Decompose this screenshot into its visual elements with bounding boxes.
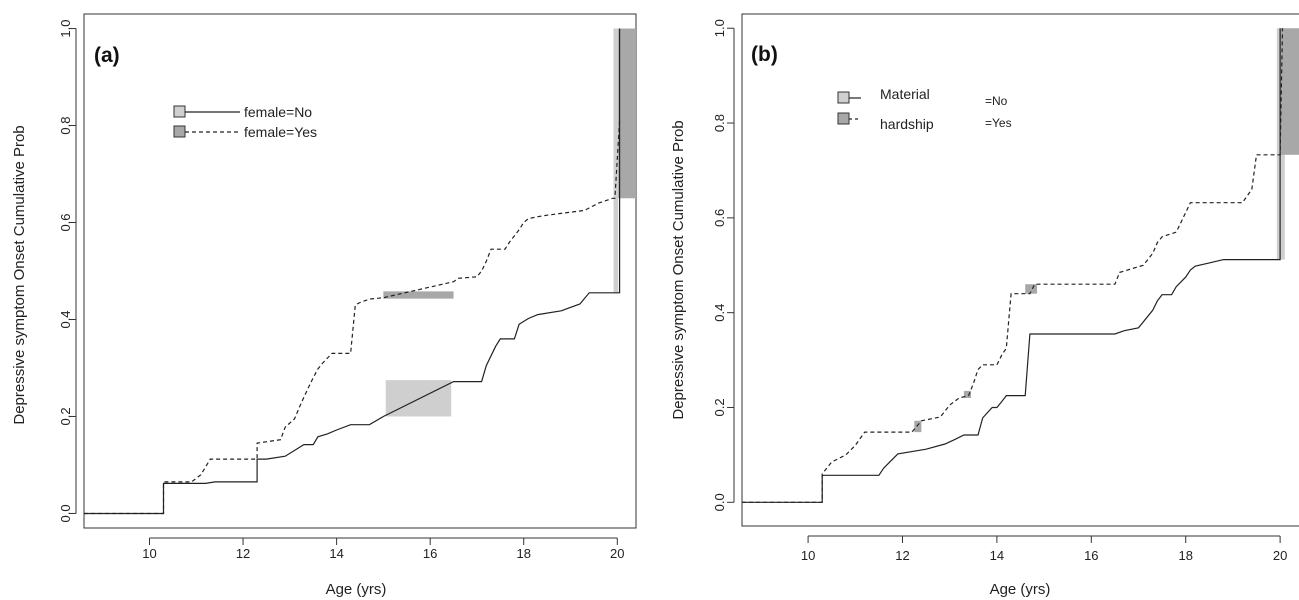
panel-a-y-tick-label: 0.4: [58, 310, 73, 328]
legend-swatch-female-yes: [173, 125, 186, 138]
panel-b-y-tick-label: 0.0: [712, 493, 727, 511]
panel-a-y-axis: 0.0 0.2 0.4 0.6 0.8 1.0: [58, 20, 77, 522]
panel-b-y-tick-label: 0.4: [712, 304, 727, 322]
panel-a-y-tick-label: 0.0: [58, 504, 73, 522]
panel-a-x-tick-label: 10: [142, 546, 156, 561]
panel-a-series-line-no: [84, 28, 621, 515]
panel-b-x-axis-title: Age (yrs): [990, 581, 1051, 598]
panel-b-x-tick-label: 10: [801, 548, 815, 563]
panel-b-x-tick-label: 18: [1178, 548, 1192, 563]
panel-b-ci-band-3: [914, 420, 922, 433]
panel-b-plot-frame: [741, 13, 1299, 527]
panel-b-series-line-no: [742, 28, 1281, 503]
panel-b-legend: Material hardship =No =Yes: [837, 86, 1012, 132]
panel-b-ci-band-4: [963, 390, 971, 398]
panel-a-chart: 10 12 14 16 18 20 0.0 0.2 0.4 0.6 0.8 1.0 (a) Age …: [11, 13, 637, 598]
legend-swatch-hardship-no: [837, 91, 850, 104]
panel-b-series-lines: [742, 28, 1284, 503]
panel-a-y-tick-label: 0.6: [58, 213, 73, 231]
panel-a-plot-frame: [83, 13, 637, 529]
panel-b-ci-band-2: [1025, 284, 1038, 294]
panel-b-y-tick-label: 0.8: [712, 114, 727, 132]
panel-b-x-axis: 10 12 14 16 18 20: [801, 535, 1287, 563]
panel-a-label: (a): [94, 44, 120, 67]
panel-b-chart: 10 12 14 16 18 20 0.0 0.2 0.4 0.6 0.8 1.0 (b) Age …: [670, 13, 1299, 598]
panel-b-label: (b): [751, 43, 778, 66]
panel-b-series-line-yes: [742, 28, 1284, 503]
panel-a-x-axis: 10 12 14 16 18 20: [142, 537, 625, 561]
legend-label-hardship-no: =No: [985, 94, 1008, 108]
legend-swatch-hardship-yes: [837, 112, 850, 125]
panel-b-x-tick-label: 16: [1084, 548, 1098, 563]
panel-a-y-tick-label: 0.2: [58, 407, 73, 425]
panel-a-y-axis-title: Depressive symptom Onset Cumulative Prob: [11, 125, 28, 424]
panel-a-x-tick-label: 16: [423, 546, 437, 561]
panel-a-x-tick-label: 20: [610, 546, 624, 561]
panel-b-y-tick-label: 1.0: [712, 19, 727, 37]
legend-title-line-2: hardship: [880, 116, 934, 132]
legend-label-hardship-yes: =Yes: [985, 116, 1012, 130]
panel-a-series-line-yes: [84, 120, 621, 515]
panel-a-y-tick-label: 0.8: [58, 116, 73, 134]
panel-a-confidence-bands: [383, 28, 636, 417]
panel-b-x-tick-label: 14: [990, 548, 1004, 563]
legend-label-female-no: female=No: [244, 104, 312, 120]
panel-a-ci-band-3: [613, 28, 619, 293]
panel-a-x-tick-label: 14: [329, 546, 343, 561]
panel-b-y-axis-title: Depressive symptom Onset Cumulative Prob: [670, 120, 687, 419]
panel-a-series-lines: [84, 28, 621, 515]
panel-b-y-tick-label: 0.2: [712, 398, 727, 416]
panel-b-x-tick-label: 12: [895, 548, 909, 563]
panel-a-x-axis-title: Age (yrs): [326, 581, 387, 598]
panel-b-y-axis: 0.0 0.2 0.4 0.6 0.8 1.0: [712, 19, 735, 511]
panel-b-x-tick-label: 20: [1273, 548, 1287, 563]
panel-a-x-tick-label: 18: [516, 546, 530, 561]
legend-label-female-yes: female=Yes: [244, 124, 317, 140]
panel-b-confidence-bands: [914, 28, 1299, 433]
panel-a-ci-band-1: [383, 291, 454, 299]
panel-b-ci-band-1: [1280, 28, 1299, 155]
panel-a-x-tick-label: 12: [236, 546, 250, 561]
legend-swatch-female-no: [173, 105, 186, 118]
panel-a-y-tick-label: 1.0: [58, 20, 73, 38]
legend-title-line-1: Material: [880, 86, 930, 102]
panel-a-legend: female=No female=Yes: [173, 104, 317, 140]
panel-b-y-tick-label: 0.6: [712, 209, 727, 227]
